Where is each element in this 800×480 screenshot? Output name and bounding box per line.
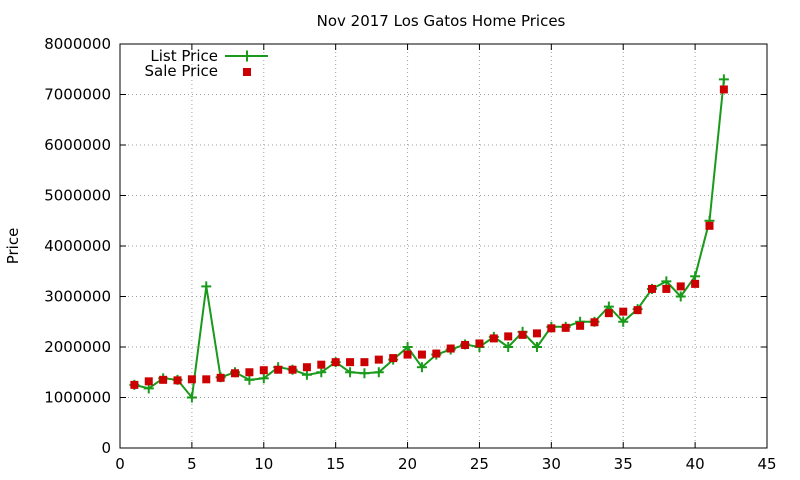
y-axis-label: Price — [4, 228, 22, 265]
point-list-price — [402, 342, 413, 352]
x-tick-label: 25 — [470, 455, 489, 473]
point-sale-price — [561, 323, 570, 332]
x-axis-ticks: 0 5 10 15 20 25 30 35 40 45 — [115, 44, 777, 473]
x-tick-label: 5 — [187, 455, 197, 473]
point-list-price — [244, 374, 255, 385]
point-list-price — [675, 291, 686, 302]
point-sale-price — [403, 350, 412, 359]
y-axis-ticks: 0 1000000 2000000 3000000 4000000 5000000 6000… — [44, 35, 767, 457]
point-sale-price — [547, 324, 556, 333]
point-list-price — [316, 367, 327, 378]
x-tick-label: 35 — [614, 455, 633, 473]
x-tick-label: 10 — [254, 455, 273, 473]
legend-marker-list-price — [241, 50, 253, 62]
point-sale-price — [633, 306, 642, 315]
y-tick-label: 8000000 — [44, 35, 111, 53]
point-sale-price — [259, 366, 268, 375]
point-sale-price — [144, 377, 153, 386]
point-sale-price — [619, 307, 628, 316]
point-sale-price — [719, 85, 728, 94]
y-tick-label: 5000000 — [44, 187, 111, 205]
y-tick-label: 4000000 — [44, 237, 111, 255]
x-tick-label: 40 — [686, 455, 705, 473]
point-list-price — [618, 316, 629, 327]
point-sale-price — [676, 282, 685, 291]
point-sale-price — [374, 355, 383, 364]
y-tick-label: 2000000 — [44, 338, 111, 356]
point-sale-price — [216, 373, 225, 382]
legend-marker-sale-price — [243, 68, 251, 76]
x-tick-label: 45 — [757, 455, 776, 473]
y-tick-label: 0 — [101, 439, 111, 457]
point-sale-price — [173, 376, 182, 385]
point-sale-price — [590, 318, 599, 327]
point-list-price — [301, 369, 312, 380]
point-sale-price — [604, 309, 613, 318]
point-list-price — [186, 392, 197, 403]
point-sale-price — [475, 339, 484, 348]
x-tick-label: 0 — [115, 455, 125, 473]
point-sale-price — [705, 221, 714, 230]
point-list-price — [201, 281, 212, 292]
point-sale-price — [489, 334, 498, 343]
point-sale-price — [202, 375, 211, 384]
point-sale-price — [331, 358, 340, 367]
point-sale-price — [432, 349, 441, 358]
point-sale-price — [389, 354, 398, 363]
point-sale-price — [691, 279, 700, 288]
point-sale-price — [274, 365, 283, 374]
point-sale-price — [518, 330, 527, 339]
point-list-price — [718, 74, 729, 85]
point-list-price — [661, 276, 672, 287]
point-list-price — [690, 271, 701, 282]
y-tick-label: 7000000 — [44, 86, 111, 104]
grid — [120, 44, 767, 448]
point-list-price — [345, 367, 356, 378]
point-list-price — [373, 367, 384, 378]
point-sale-price — [159, 375, 168, 384]
point-sale-price — [288, 365, 297, 374]
point-sale-price — [461, 340, 470, 349]
point-sale-price — [231, 369, 240, 378]
point-sale-price — [504, 332, 513, 341]
point-sale-price — [302, 363, 311, 372]
point-list-price — [359, 368, 370, 379]
point-sale-price — [417, 350, 426, 359]
chart-title: Nov 2017 Los Gatos Home Prices — [317, 12, 566, 30]
series — [129, 74, 729, 403]
point-sale-price — [317, 360, 326, 369]
x-tick-label: 15 — [326, 455, 345, 473]
x-tick-label: 20 — [398, 455, 417, 473]
series-line-list-price — [134, 79, 725, 400]
point-sale-price — [130, 380, 139, 389]
point-sale-price — [532, 329, 541, 338]
point-list-price — [416, 362, 427, 373]
point-list-price — [258, 373, 269, 384]
point-sale-price — [446, 344, 455, 353]
point-sale-price — [360, 358, 369, 367]
legend-label-sale-price: Sale Price — [145, 62, 218, 80]
legend-label-list-price: List Price — [150, 47, 218, 65]
axes — [119, 43, 768, 449]
y-tick-label: 1000000 — [44, 389, 111, 407]
point-sale-price — [647, 284, 656, 293]
point-list-price — [503, 342, 514, 352]
legend: List Price Sale Price — [145, 47, 268, 80]
y-tick-label: 6000000 — [44, 136, 111, 154]
point-sale-price — [346, 358, 355, 367]
point-sale-price — [576, 321, 585, 330]
point-sale-price — [662, 284, 671, 293]
x-tick-label: 30 — [542, 455, 561, 473]
point-list-price — [531, 342, 542, 352]
point-sale-price — [187, 375, 196, 384]
point-sale-price — [245, 368, 254, 377]
plot-frame — [119, 43, 768, 449]
y-tick-label: 3000000 — [44, 288, 111, 306]
